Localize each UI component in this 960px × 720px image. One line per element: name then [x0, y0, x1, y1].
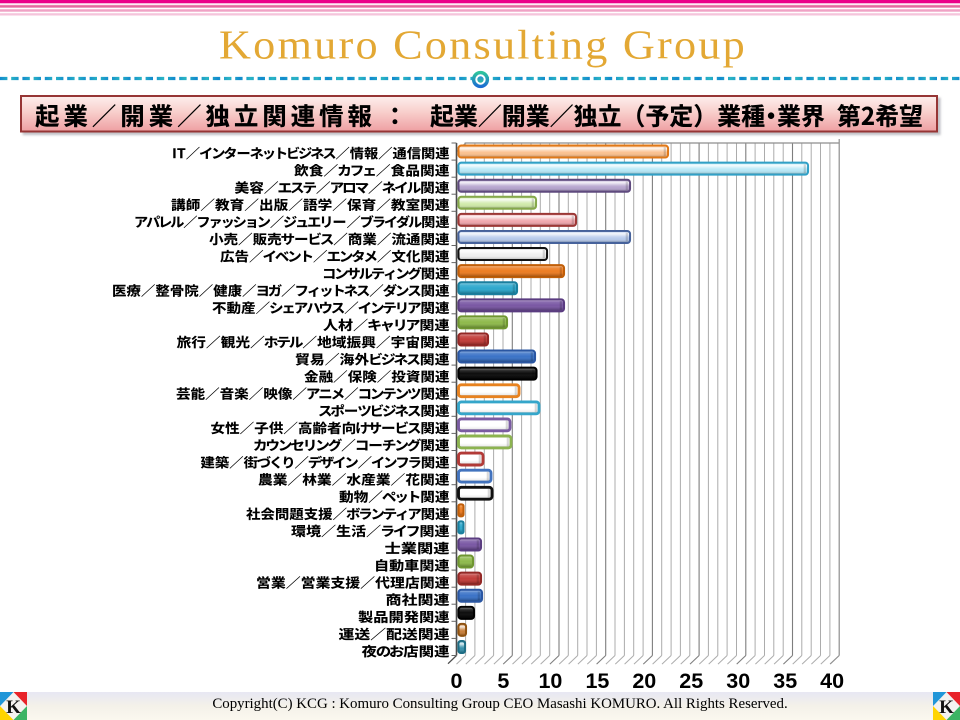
svg-text:10: 10	[538, 669, 562, 693]
svg-text:Copyright(C) KCG : Komuro Con: Copyright(C) KCG : Komuro Consulting Gro…	[212, 696, 787, 712]
svg-text:30: 30	[726, 669, 750, 693]
svg-text:K: K	[939, 697, 954, 718]
svg-text:15: 15	[585, 669, 609, 693]
svg-text:25: 25	[679, 669, 703, 693]
svg-text:40: 40	[820, 669, 844, 693]
svg-text:0: 0	[451, 669, 463, 693]
svg-text:20: 20	[632, 669, 656, 693]
svg-text:Komuro Consulting Group: Komuro Consulting Group	[219, 22, 747, 68]
svg-text:35: 35	[773, 669, 797, 693]
svg-text:K: K	[6, 697, 21, 718]
svg-text:5: 5	[497, 669, 509, 693]
